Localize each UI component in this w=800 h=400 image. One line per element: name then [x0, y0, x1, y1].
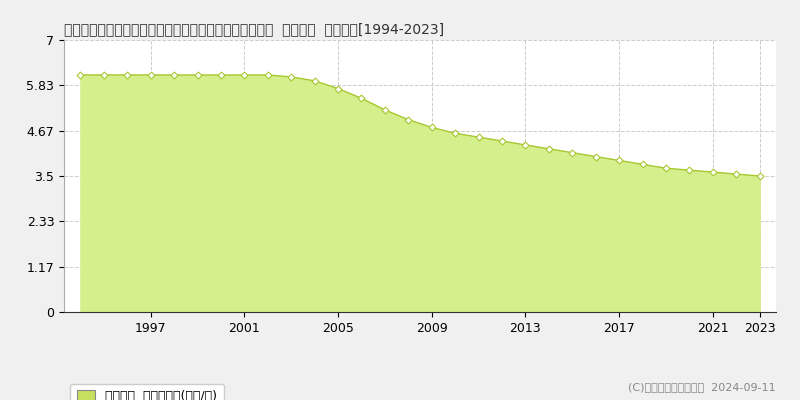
Text: 山形県西村山郡大江町大字左沢字愛宕下１１２９番２外  地価公示  地価推移[1994-2023]: 山形県西村山郡大江町大字左沢字愛宕下１１２９番２外 地価公示 地価推移[1994…	[64, 22, 444, 36]
Legend: 地価公示  平均坪単価(万円/坪): 地価公示 平均坪単価(万円/坪)	[70, 384, 223, 400]
Text: (C)土地価格ドットコム  2024-09-11: (C)土地価格ドットコム 2024-09-11	[628, 382, 776, 392]
